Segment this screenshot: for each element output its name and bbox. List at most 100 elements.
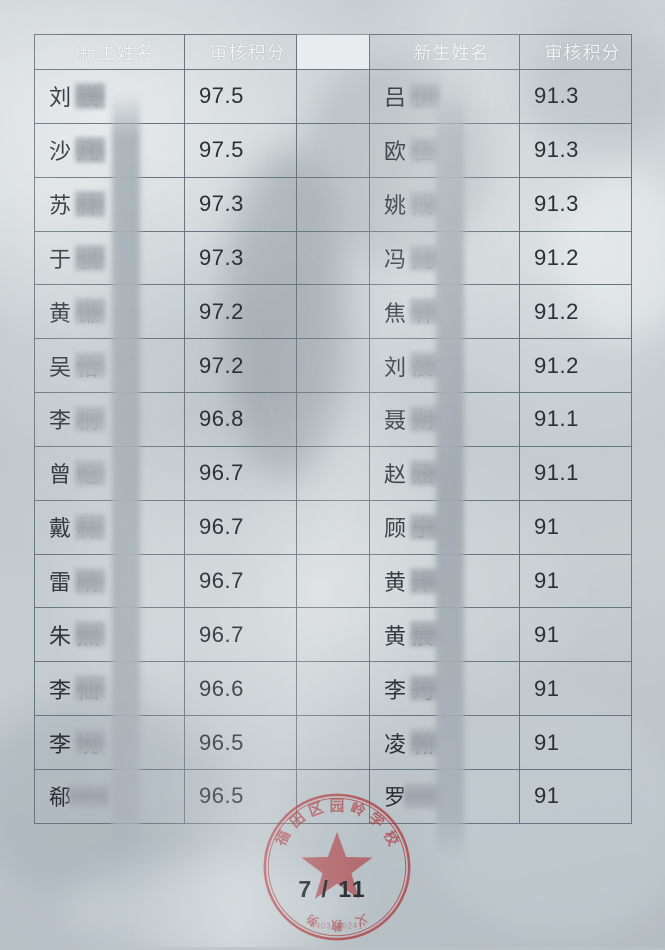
redacted-character <box>75 459 105 486</box>
score-cell: 91 <box>519 553 632 609</box>
table-row: 黄 谦 97.2 焦 轩 91.2 <box>34 284 632 340</box>
redacted-character <box>75 352 105 379</box>
student-name-cell: 沙 凡 <box>34 122 185 178</box>
column-header-score-right: 审核积分 <box>519 34 632 70</box>
redacted-character <box>75 244 105 271</box>
score-cell: 96.5 <box>184 768 297 825</box>
redacted-character <box>410 244 440 271</box>
student-name-cell: 朱 熙 <box>34 607 185 663</box>
redacted-character <box>75 513 105 540</box>
gutter-cell <box>296 338 370 394</box>
header-row: 新生姓名 审核积分 新生姓名 审核积分 <box>34 34 632 70</box>
student-name-cell: 聂 朔 <box>369 392 520 447</box>
student-name-cell: 罗 <box>369 768 520 825</box>
student-name-cell: 赵 涵 <box>369 445 520 501</box>
redacted-character <box>410 83 440 109</box>
gutter-cell <box>296 284 370 340</box>
table-row: 李 仙 96.6 李 筠 91 <box>34 661 632 717</box>
student-name-cell: 于 骐 <box>34 230 185 286</box>
score-cell: 97.3 <box>184 230 297 286</box>
gutter-cell <box>296 392 370 447</box>
student-name-cell: 焦 轩 <box>369 284 520 340</box>
redacted-character <box>75 298 105 325</box>
redacted-character <box>410 352 440 379</box>
score-cell: 97.5 <box>184 122 297 178</box>
score-cell: 91.2 <box>519 230 632 286</box>
score-cell: 97.3 <box>184 176 297 232</box>
student-name-cell: 李 桐 <box>34 392 185 447</box>
gutter-cell <box>296 176 370 232</box>
redacted-character <box>410 459 440 486</box>
student-name-cell: 凌 翰 <box>369 715 520 770</box>
student-name-cell: 李 仙 <box>34 661 185 717</box>
score-cell: 97.5 <box>184 69 297 124</box>
redacted-character <box>410 513 440 540</box>
redacted-character <box>410 675 440 702</box>
column-header-name-right: 新生姓名 <box>369 34 520 70</box>
score-cell: 91.3 <box>519 122 632 178</box>
score-table: 新生姓名 审核积分 新生姓名 审核积分 刘 镁 97.5 吕 伊 91.3 沙 凡 97.… <box>34 34 632 825</box>
score-cell: 91.1 <box>519 392 632 447</box>
score-cell: 96.7 <box>184 553 297 609</box>
gutter-cell <box>296 661 370 717</box>
table-row: 曾 吃 96.7 赵 涵 91.1 <box>34 445 632 501</box>
student-name-cell: 苏 林 <box>34 176 185 232</box>
redacted-character <box>75 567 105 594</box>
score-cell: 96.5 <box>184 715 297 770</box>
student-name-cell: 李 境 <box>34 715 185 770</box>
table-head: 新生姓名 审核积分 新生姓名 审核积分 <box>34 34 632 70</box>
table-row: 于 骐 97.3 冯 儿 91.2 <box>34 230 632 286</box>
redacted-character <box>410 729 440 756</box>
redacted-character <box>410 621 440 648</box>
redacted-character <box>410 136 440 163</box>
gutter-cell <box>296 768 370 825</box>
score-cell: 91 <box>519 661 632 717</box>
redacted-character <box>410 567 440 594</box>
redacted-character <box>75 136 105 163</box>
redacted-character <box>75 621 105 648</box>
score-cell: 91 <box>519 715 632 770</box>
gutter-cell <box>296 122 370 178</box>
redacted-character <box>404 782 444 809</box>
score-cell: 97.2 <box>184 338 297 394</box>
student-name-cell: 黄 宸 <box>369 607 520 663</box>
score-cell: 96.6 <box>184 661 297 717</box>
gutter-cell <box>296 499 370 555</box>
score-cell: 96.7 <box>184 445 297 501</box>
column-header-score-left: 审核积分 <box>184 34 297 70</box>
score-cell: 96.7 <box>184 499 297 555</box>
column-header-name-left: 新生姓名 <box>34 34 185 70</box>
score-cell: 91.1 <box>519 445 632 501</box>
gutter-cell <box>296 607 370 663</box>
student-name-cell: 李 筠 <box>369 661 520 717</box>
score-cell: 91.3 <box>519 176 632 232</box>
score-cell: 96.8 <box>184 392 297 447</box>
student-name-cell: 雷 晴 <box>34 553 185 609</box>
table-row: 李 桐 96.8 聂 朔 91.1 <box>34 392 632 447</box>
student-name-cell: 冯 儿 <box>369 230 520 286</box>
table-body: 刘 镁 97.5 吕 伊 91.3 沙 凡 97.5 欧 佳 91.3 苏 林 97.3 姚 成 91… <box>34 69 632 825</box>
column-header-gutter <box>296 34 370 70</box>
gutter-cell <box>296 445 370 501</box>
redacted-character <box>410 406 440 433</box>
redacted-character <box>69 782 109 809</box>
table-row: 郗 96.5 罗 91 <box>34 768 632 825</box>
student-name-cell: 欧 佳 <box>369 122 520 178</box>
student-name-cell: 吴 怡 <box>34 338 185 394</box>
score-cell: 91 <box>519 499 632 555</box>
table-row: 苏 林 97.3 姚 成 91.3 <box>34 176 632 232</box>
score-cell: 91.2 <box>519 338 632 394</box>
student-name-cell: 吕 伊 <box>369 69 520 124</box>
gutter-cell <box>296 553 370 609</box>
score-cell: 91.3 <box>519 69 632 124</box>
redacted-character <box>75 675 105 702</box>
score-cell: 97.2 <box>184 284 297 340</box>
table-row: 雷 晴 96.7 黄 泽 91 <box>34 553 632 609</box>
table-row: 戴 林 96.7 顾 宁 91 <box>34 499 632 555</box>
student-name-cell: 黄 谦 <box>34 284 185 340</box>
score-cell: 91 <box>519 768 632 825</box>
admission-score-table: 新生姓名 审核积分 新生姓名 审核积分 刘 镁 97.5 吕 伊 91.3 沙 凡 97.… <box>34 34 632 862</box>
gutter-cell <box>296 230 370 286</box>
student-name-cell: 顾 宁 <box>369 499 520 555</box>
student-name-cell: 黄 泽 <box>369 553 520 609</box>
